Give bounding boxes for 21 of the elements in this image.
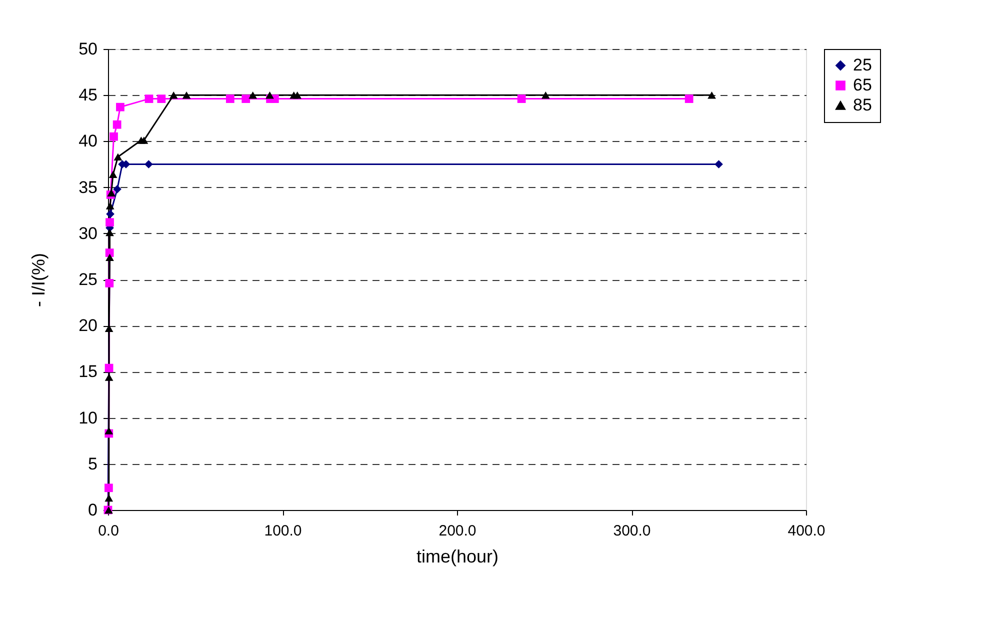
x-tick-label: 300.0 — [613, 522, 651, 540]
y-axis-title: - I/I(%) — [28, 253, 49, 307]
y-tick-label: 0 — [88, 500, 98, 520]
x-tick-label: 0.0 — [98, 522, 119, 540]
y-tick-label: 40 — [78, 132, 98, 151]
legend-label: 85 — [853, 96, 872, 114]
y-tick-label: 35 — [78, 178, 98, 197]
y-tick-label: 20 — [78, 316, 98, 336]
x-tick-label: 200.0 — [438, 522, 476, 540]
legend-label: 65 — [853, 76, 872, 94]
y-tick-label: 15 — [78, 362, 98, 382]
x-axis-title: time(hour) — [416, 546, 499, 566]
x-tick-label: 100.0 — [264, 522, 302, 540]
y-tick-label: 50 — [78, 40, 98, 58]
y-tick-label: 30 — [78, 224, 98, 243]
x-tick-label: 400.0 — [788, 522, 826, 540]
y-tick-label: 10 — [78, 408, 98, 428]
y-tick-label: 5 — [88, 454, 98, 474]
y-tick-label: 45 — [78, 86, 98, 105]
legend-label: 25 — [853, 56, 872, 74]
y-tick-label: 25 — [78, 270, 98, 289]
